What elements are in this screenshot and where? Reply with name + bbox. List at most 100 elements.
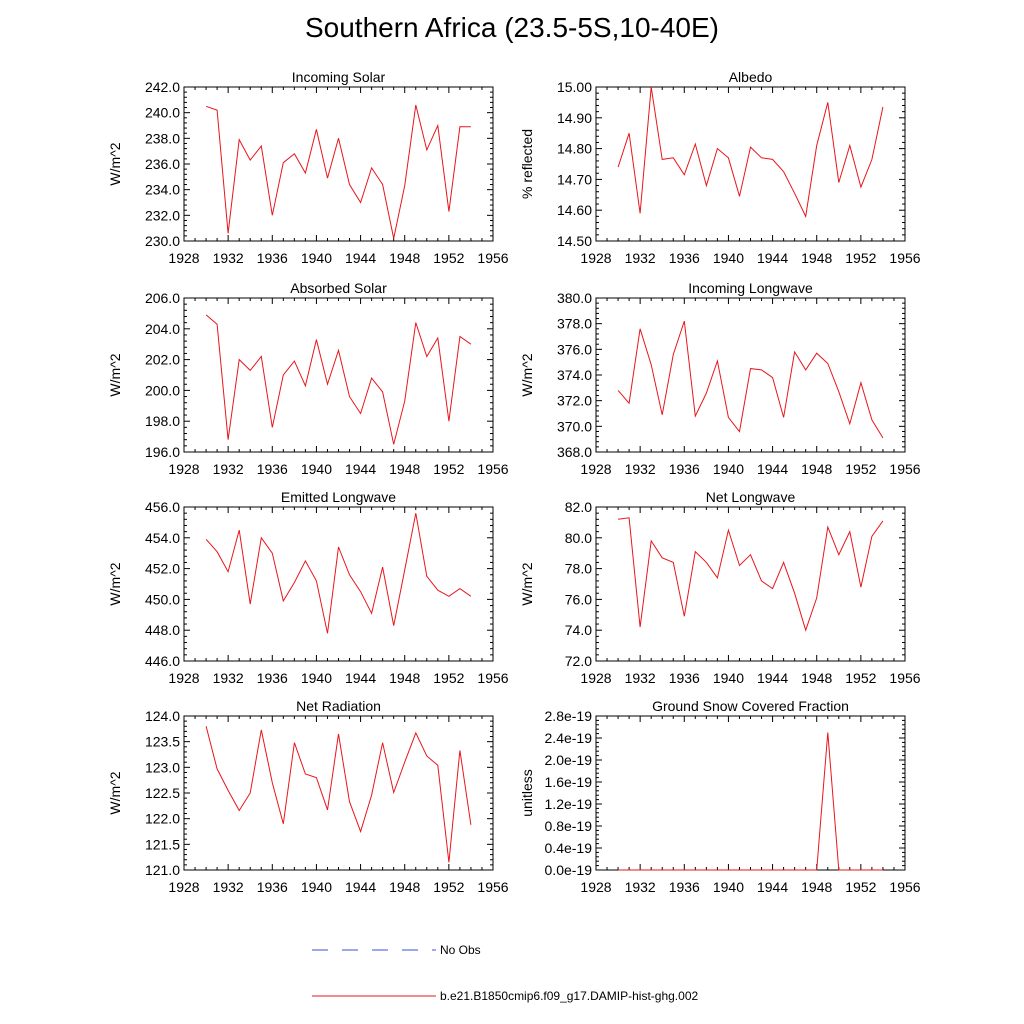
x-tick-label: 1944 bbox=[757, 250, 788, 266]
x-tick-label: 1940 bbox=[713, 250, 744, 266]
x-tick-label: 1932 bbox=[625, 670, 656, 686]
y-tick-label: 122.0 bbox=[145, 811, 180, 827]
plot-frame bbox=[595, 506, 906, 662]
x-tick-label: 1928 bbox=[168, 461, 199, 477]
x-tick-label: 1936 bbox=[257, 461, 288, 477]
y-tick-label: 368.0 bbox=[557, 444, 592, 460]
y-tick-label: 448.0 bbox=[145, 622, 180, 638]
x-tick-label: 1940 bbox=[301, 461, 332, 477]
legend-model-label: b.e21.B1850cmip6.f09_g17.DAMIP-hist-ghg.… bbox=[440, 989, 699, 1003]
plot-frame bbox=[183, 297, 494, 453]
y-tick-label: 123.5 bbox=[145, 734, 180, 750]
plot-frame bbox=[595, 86, 906, 242]
x-tick-label: 1952 bbox=[845, 670, 876, 686]
y-tick-label: 202.0 bbox=[145, 352, 180, 368]
legend-obs-label: No Obs bbox=[440, 943, 481, 957]
x-tick-label: 1928 bbox=[580, 250, 611, 266]
series-line-ground-snow-covered-fraction bbox=[618, 732, 883, 871]
x-tick-label: 1936 bbox=[257, 670, 288, 686]
y-tick-label: 82.0 bbox=[565, 499, 592, 515]
x-tick-label: 1932 bbox=[625, 461, 656, 477]
y-tick-label: 456.0 bbox=[145, 499, 180, 515]
x-tick-label: 1944 bbox=[345, 879, 376, 895]
plot-frame bbox=[595, 297, 906, 453]
panel-absorbed-solar: Absorbed Solar W/m^2 1928 1932 1936 1940 1944 1… bbox=[107, 280, 509, 477]
x-tick-label: 1944 bbox=[345, 670, 376, 686]
y-tick-label: 72.0 bbox=[565, 653, 592, 669]
x-tick-label: 1944 bbox=[345, 250, 376, 266]
plot-frame bbox=[183, 506, 494, 662]
x-tick-label: 1944 bbox=[757, 461, 788, 477]
x-tick-label: 1956 bbox=[477, 670, 508, 686]
x-tick-label: 1956 bbox=[889, 670, 920, 686]
y-tick-label: 240.0 bbox=[145, 105, 180, 121]
legend-obs: No Obs bbox=[312, 942, 512, 958]
panel-title: Ground Snow Covered Fraction bbox=[652, 698, 849, 714]
y-tick-label: 1.2e-19 bbox=[545, 796, 593, 812]
x-tick-label: 1952 bbox=[845, 879, 876, 895]
x-tick-label: 1936 bbox=[669, 879, 700, 895]
y-tick-label: 238.0 bbox=[145, 130, 180, 146]
y-tick-label: 198.0 bbox=[145, 413, 180, 429]
y-tick-label: 196.0 bbox=[145, 444, 180, 460]
panel-title: Albedo bbox=[729, 69, 773, 85]
y-tick-label: 376.0 bbox=[557, 341, 592, 357]
x-tick-label: 1940 bbox=[301, 879, 332, 895]
panel-title: Net Longwave bbox=[706, 489, 796, 505]
y-tick-label: 204.0 bbox=[145, 321, 180, 337]
x-tick-label: 1952 bbox=[433, 879, 464, 895]
y-tick-label: 236.0 bbox=[145, 156, 180, 172]
x-tick-label: 1932 bbox=[625, 879, 656, 895]
x-tick-label: 1928 bbox=[168, 250, 199, 266]
x-tick-label: 1928 bbox=[580, 879, 611, 895]
plot-frame bbox=[595, 715, 906, 871]
legend-model-swatch bbox=[312, 995, 436, 997]
panel-net-longwave: Net Longwave W/m^2 1928 1932 1936 1940 1944 194… bbox=[519, 489, 921, 686]
y-tick-label: 14.90 bbox=[557, 110, 592, 126]
y-tick-label: 452.0 bbox=[145, 561, 180, 577]
y-tick-label: 76.0 bbox=[565, 591, 592, 607]
series-line-incoming-solar bbox=[205, 104, 471, 239]
x-tick-label: 1932 bbox=[213, 670, 244, 686]
x-tick-label: 1928 bbox=[168, 879, 199, 895]
y-axis-label: W/m^2 bbox=[519, 562, 535, 605]
x-tick-label: 1956 bbox=[477, 879, 508, 895]
y-tick-label: 15.00 bbox=[557, 79, 592, 95]
y-tick-label: 74.0 bbox=[565, 622, 592, 638]
y-tick-label: 242.0 bbox=[145, 79, 180, 95]
x-tick-label: 1940 bbox=[713, 879, 744, 895]
x-tick-label: 1932 bbox=[625, 250, 656, 266]
x-tick-label: 1952 bbox=[433, 250, 464, 266]
x-tick-label: 1948 bbox=[801, 670, 832, 686]
x-tick-label: 1936 bbox=[669, 670, 700, 686]
x-tick-label: 1956 bbox=[889, 879, 920, 895]
y-axis-label: % reflected bbox=[519, 129, 535, 199]
y-tick-label: 380.0 bbox=[557, 290, 592, 306]
panel-emitted-longwave: Emitted Longwave W/m^2 1928 1932 1936 1940 194… bbox=[107, 489, 509, 686]
panel-title: Absorbed Solar bbox=[290, 280, 387, 296]
series-line-albedo bbox=[617, 86, 884, 219]
x-tick-label: 1940 bbox=[301, 670, 332, 686]
x-tick-label: 1956 bbox=[477, 250, 508, 266]
x-tick-label: 1952 bbox=[845, 250, 876, 266]
x-tick-label: 1948 bbox=[801, 250, 832, 266]
x-tick-label: 1932 bbox=[213, 250, 244, 266]
y-tick-label: 232.0 bbox=[145, 207, 180, 223]
y-tick-label: 374.0 bbox=[557, 367, 592, 383]
y-tick-label: 0.0e-19 bbox=[545, 862, 593, 878]
series-line-incoming-longwave bbox=[617, 320, 884, 439]
y-axis-label: W/m^2 bbox=[107, 142, 123, 185]
y-tick-label: 2.4e-19 bbox=[545, 730, 593, 746]
series-line-net-longwave bbox=[618, 517, 884, 632]
x-tick-label: 1940 bbox=[713, 670, 744, 686]
y-tick-label: 14.50 bbox=[557, 233, 592, 249]
y-tick-label: 14.80 bbox=[557, 141, 592, 157]
panel-title: Incoming Solar bbox=[292, 69, 386, 85]
x-tick-label: 1944 bbox=[757, 670, 788, 686]
y-tick-label: 446.0 bbox=[145, 653, 180, 669]
x-tick-label: 1948 bbox=[389, 250, 420, 266]
y-axis-label: unitless bbox=[519, 769, 535, 816]
y-tick-label: 234.0 bbox=[145, 182, 180, 198]
x-tick-label: 1952 bbox=[433, 461, 464, 477]
